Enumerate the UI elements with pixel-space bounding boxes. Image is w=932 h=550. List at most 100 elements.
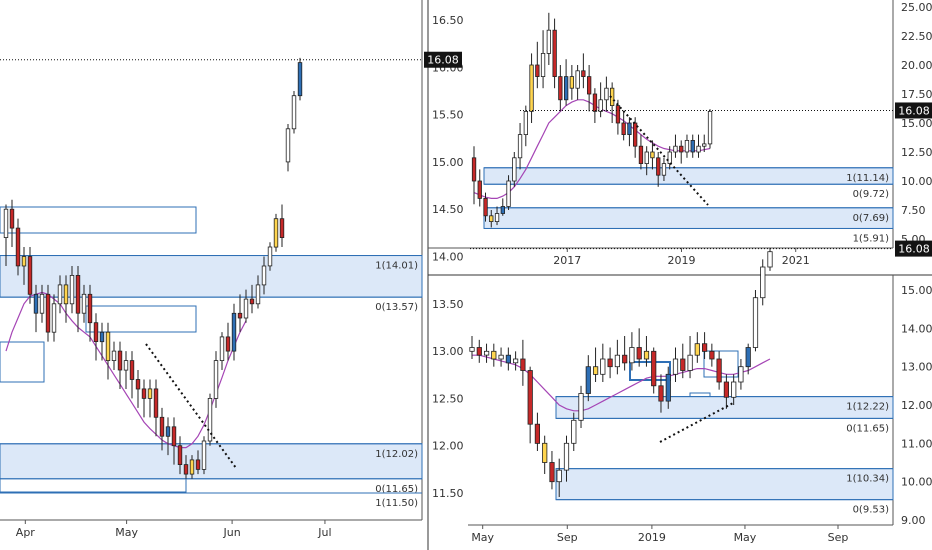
left-candle-body <box>237 312 243 319</box>
br-candle-body <box>658 385 664 402</box>
br-candle-body <box>709 350 715 360</box>
left-last-price-label: 16.08 <box>427 54 459 67</box>
left-candle-body <box>243 298 249 319</box>
tr-last-price-label: 16.08 <box>898 104 930 117</box>
left-candle-body <box>195 459 201 470</box>
tr-candle-body <box>615 105 621 124</box>
br-y-tick-label: 13.00 <box>901 361 932 374</box>
tr-candle-body <box>569 76 574 89</box>
tr-x-tick-label: 2019 <box>668 254 696 267</box>
left-trend-dotted <box>145 343 237 469</box>
tr-time-axis: 2017 2019 2021 <box>553 248 810 267</box>
br-level-label: 0(9.53) <box>853 505 890 516</box>
left-candles <box>3 57 303 479</box>
tr-candle-body <box>540 53 546 78</box>
br-candle-body <box>665 373 671 402</box>
left-candle-body <box>171 426 177 447</box>
left-candle-body <box>201 440 207 470</box>
left-candle-body <box>99 331 105 343</box>
tr-candle-body <box>477 180 482 199</box>
tr-candle-body <box>471 157 477 182</box>
tr-x-tick-label: 2017 <box>553 254 581 267</box>
tr-candle-body <box>489 215 494 223</box>
left-candle-body <box>297 62 303 97</box>
left-candle-body <box>45 293 51 333</box>
br-candle-body <box>716 358 722 383</box>
left-candle-body <box>165 426 171 437</box>
br-candle-body <box>680 358 686 371</box>
left-time-axis: Apr May Jun Jul <box>16 520 332 539</box>
br-candle-body <box>527 370 533 425</box>
left-zone-box-a <box>0 206 197 234</box>
tr-candle-body <box>523 111 528 136</box>
left-candle-body <box>69 274 75 305</box>
br-candle-body <box>687 354 693 371</box>
br-last-price-label: 16.08 <box>898 243 930 256</box>
br-zone-box-a <box>629 361 671 381</box>
left-y-tick-label: 14.00 <box>432 251 464 264</box>
left-candle-body <box>105 331 111 362</box>
tr-candle-body <box>500 206 506 214</box>
br-candle-body <box>585 366 591 394</box>
left-candle-body <box>273 218 279 248</box>
tr-candle-body <box>684 139 690 153</box>
br-candle-body <box>672 358 679 375</box>
tr-candle-body <box>696 145 701 153</box>
br-candle-body <box>723 381 730 398</box>
left-candle-body <box>129 360 135 380</box>
br-candle-body <box>745 347 751 368</box>
left-x-tick-label: Apr <box>16 526 36 539</box>
tr-y-tick-label: 10.00 <box>901 175 932 188</box>
br-candle-body <box>498 354 504 360</box>
br-candle-body <box>476 347 482 356</box>
tr-y-tick-label: 15.00 <box>901 117 932 130</box>
left-y-tick-label: 12.50 <box>432 392 464 405</box>
br-candle-body <box>542 442 548 463</box>
tr-y-tick-label: 7.50 <box>901 204 926 217</box>
br-candle-body <box>731 381 737 398</box>
br-candle-body <box>469 347 475 352</box>
tr-candle-body <box>650 151 655 159</box>
tr-candle-body <box>575 70 580 89</box>
tr-candle-body <box>587 76 592 95</box>
left-candle-body <box>153 388 159 418</box>
tr-y-tick-label: 22.50 <box>901 30 932 43</box>
tr-candle-body <box>535 64 540 78</box>
br-y-tick-label: 12.00 <box>901 399 932 412</box>
br-last-price-tag <box>895 240 932 257</box>
left-candle-body <box>117 350 123 371</box>
br-candle-body <box>505 354 512 364</box>
br-candle-body <box>622 354 628 364</box>
br-level-label: 1(10.34) <box>846 474 889 485</box>
br-candle-body <box>629 347 635 364</box>
left-candle-body <box>183 464 189 475</box>
tr-candle-body <box>644 151 649 165</box>
left-candle-body <box>279 218 285 238</box>
tr-y-tick-label: 17.50 <box>901 88 932 101</box>
tr-level-label: 1(5.91) <box>853 233 890 244</box>
tr-candle-body <box>679 145 684 153</box>
left-level-label: 0(11.65) <box>375 484 418 495</box>
br-candle-body <box>513 358 519 364</box>
br-candles <box>469 247 773 497</box>
tr-moving-average <box>473 99 711 199</box>
left-candle-body <box>21 256 27 267</box>
tr-level-zone <box>483 207 894 229</box>
left-level-label: 1(14.01) <box>375 261 418 272</box>
br-level-zones: 1(12.22) 0(11.65) 1(10.34) 0(9.53) <box>555 396 894 516</box>
tr-price-axis: 25.0022.5020.0017.5015.0012.5010.007.505… <box>901 1 932 246</box>
br-trend-dotted <box>659 401 736 443</box>
left-candle-body <box>87 293 93 324</box>
left-candle-body <box>9 208 15 229</box>
left-candle-body <box>15 227 21 267</box>
tr-level-label: 0(9.72) <box>853 189 890 200</box>
tr-candle-body <box>621 122 626 136</box>
br-candle-body <box>578 393 584 421</box>
tr-candle-body <box>707 111 713 145</box>
left-x-tick-label: Jul <box>317 526 331 539</box>
left-trendline <box>145 343 237 469</box>
left-x-tick-label: Jun <box>223 526 241 539</box>
left-candle-body <box>27 256 33 295</box>
left-last-price: 16.08 <box>0 51 462 68</box>
tr-level-label: 0(7.69) <box>853 213 890 224</box>
